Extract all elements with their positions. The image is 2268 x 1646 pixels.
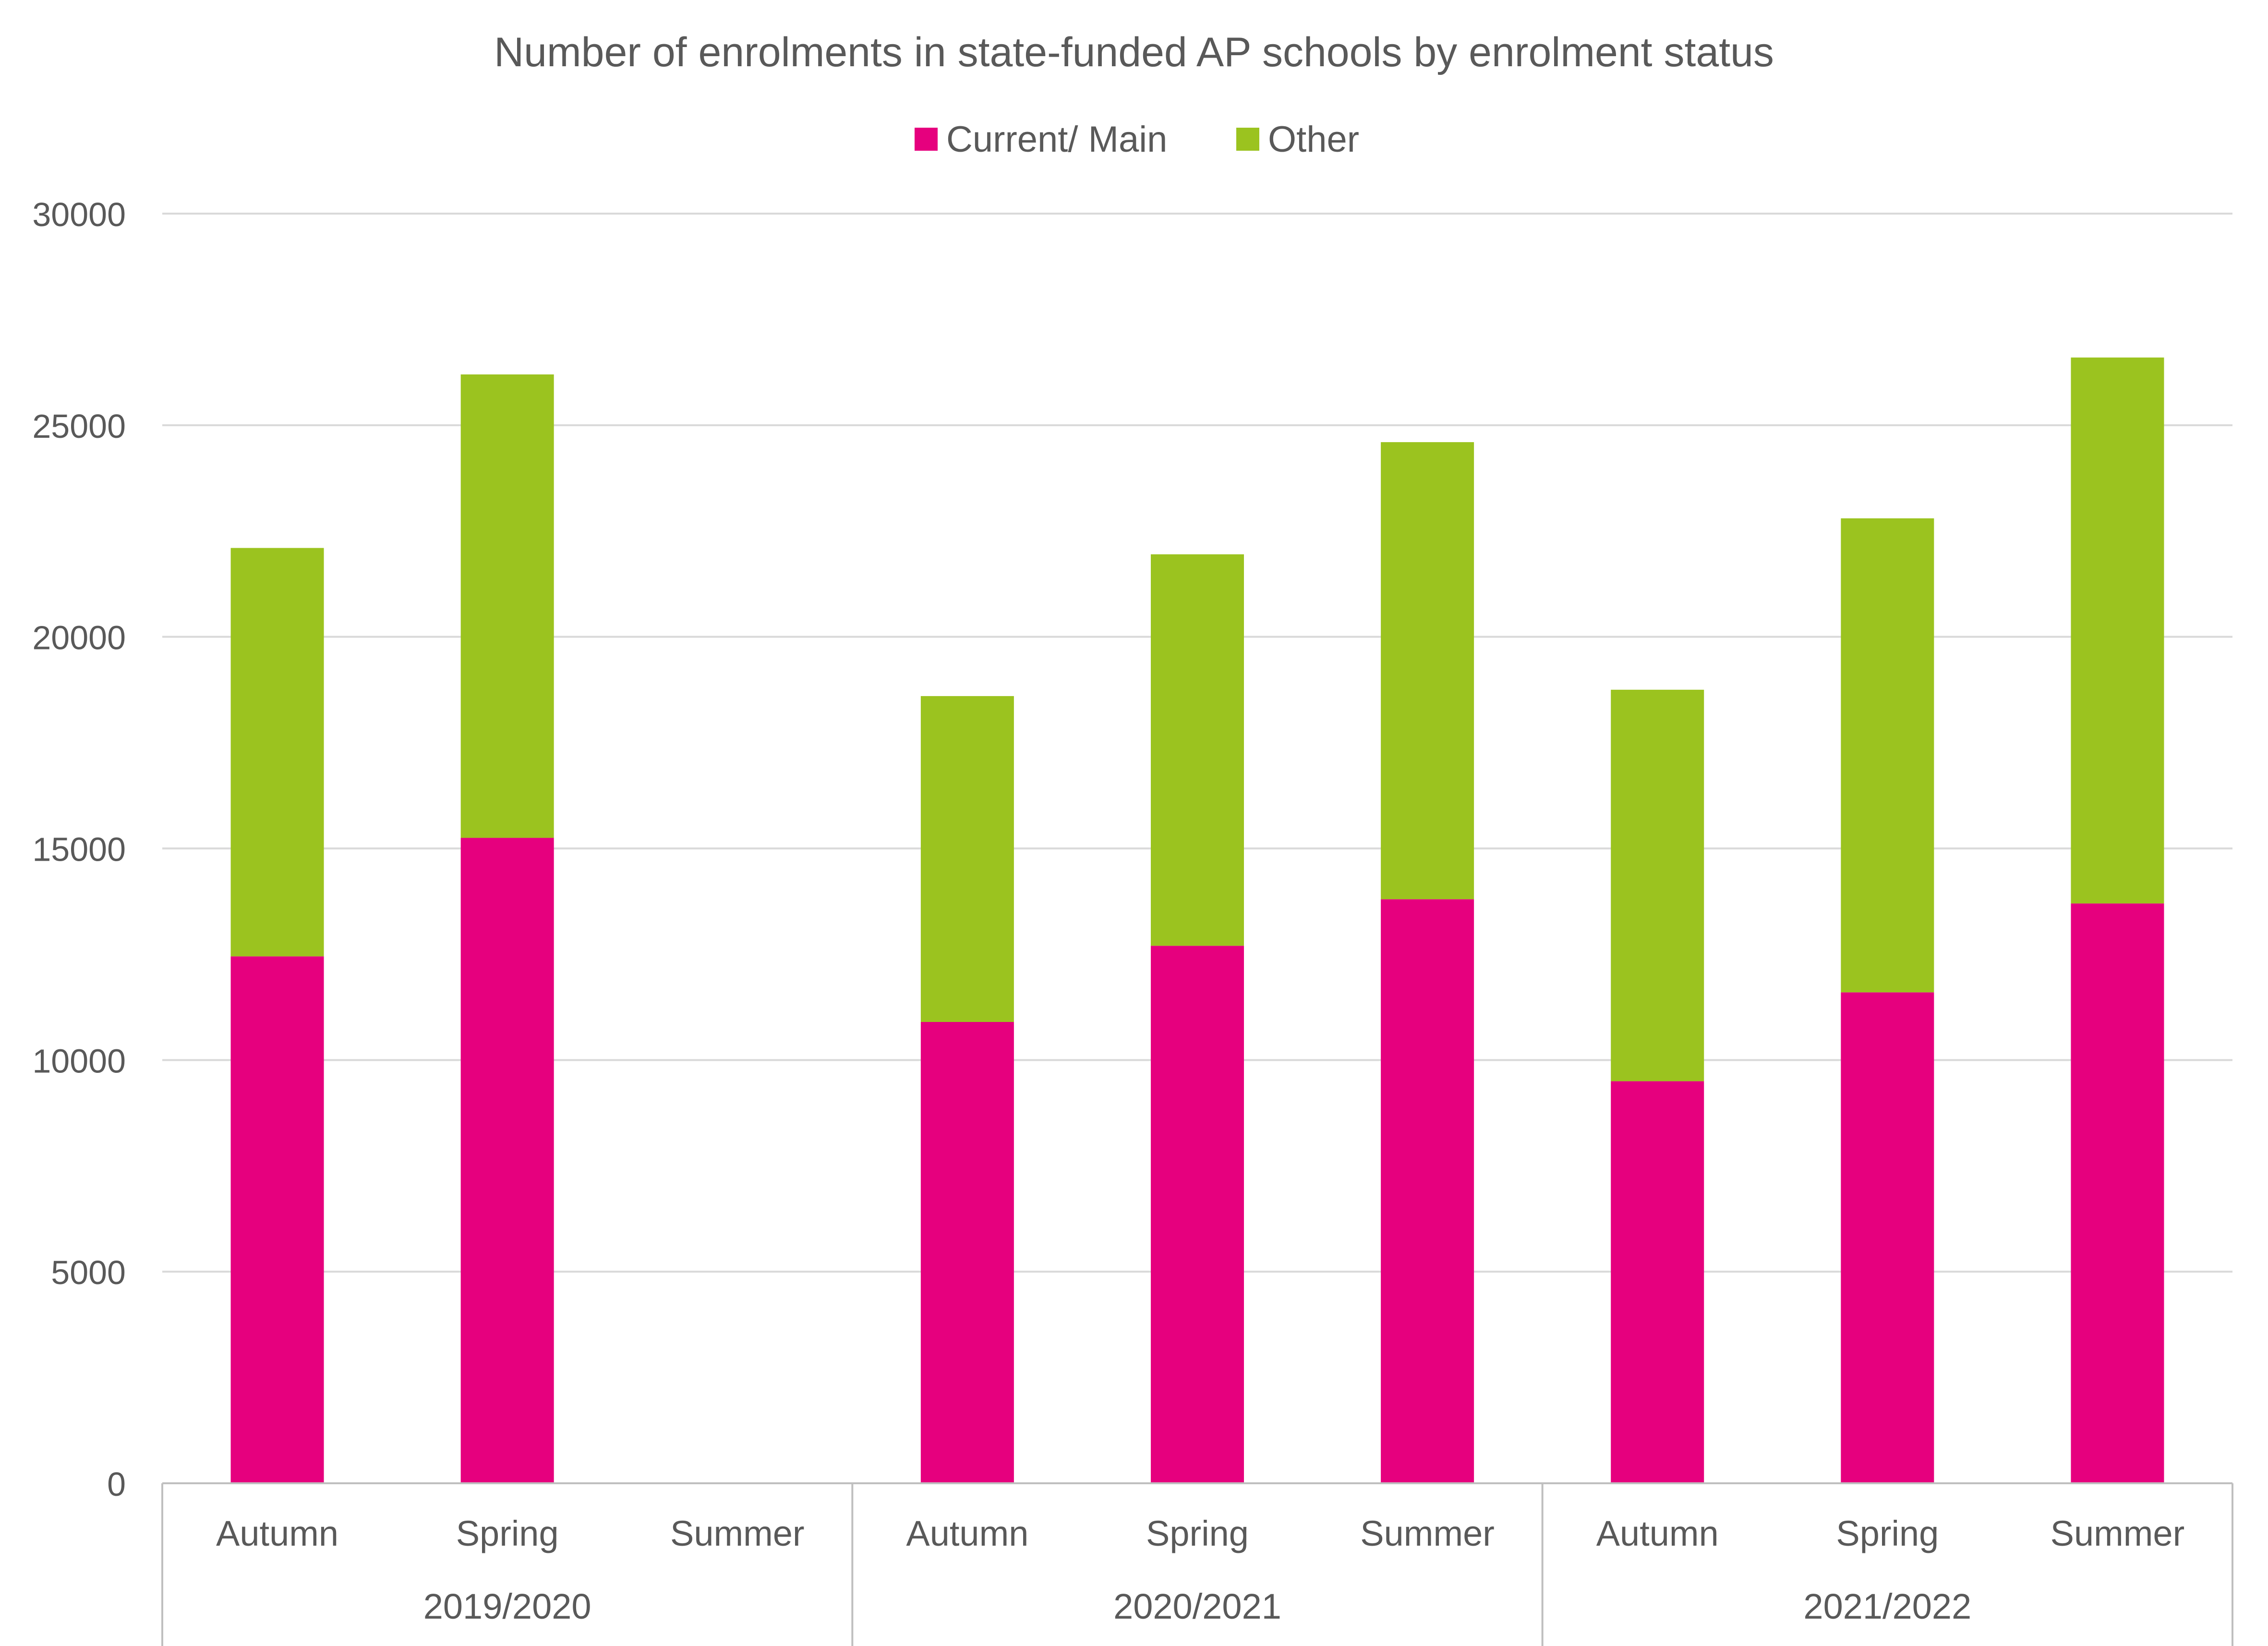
bar-other <box>2071 357 2164 904</box>
bar-current-main <box>1151 946 1244 1483</box>
legend: Current/ Main Other <box>915 119 1359 160</box>
bar-current-main <box>1381 899 1474 1483</box>
x-group-label: 2019/2020 <box>423 1586 591 1626</box>
bar-other <box>1151 554 1244 946</box>
y-tick-label: 20000 <box>32 619 126 657</box>
x-category-label: Summer <box>1360 1514 1495 1553</box>
legend-swatch-other <box>1236 128 1259 151</box>
bar-current-main <box>460 838 554 1483</box>
legend-label: Other <box>1268 119 1359 160</box>
x-category-label: Spring <box>1836 1514 1939 1553</box>
bar-current-main <box>1611 1081 1704 1483</box>
bar-other <box>920 696 1014 1022</box>
bar-other <box>230 548 324 957</box>
y-tick-label: 0 <box>107 1466 126 1503</box>
x-category-label: Spring <box>456 1514 559 1553</box>
y-tick-label: 15000 <box>32 831 126 868</box>
x-group-label: 2020/2021 <box>1113 1586 1281 1626</box>
x-category-label: Summer <box>2051 1514 2185 1553</box>
x-category-label: Summer <box>670 1514 805 1553</box>
bar-other <box>1841 518 1934 993</box>
y-tick-label: 25000 <box>32 408 126 445</box>
y-tick-label: 5000 <box>51 1254 126 1291</box>
bar-other <box>1611 689 1704 1081</box>
x-category-label: Autumn <box>906 1514 1028 1553</box>
y-tick-label: 30000 <box>32 196 126 233</box>
x-category-label: Autumn <box>1596 1514 1719 1553</box>
legend-swatch-current-main <box>915 128 938 151</box>
legend-label: Current/ Main <box>946 119 1167 160</box>
bar-current-main <box>920 1021 1014 1483</box>
x-group-label: 2021/2022 <box>1803 1586 1971 1626</box>
bar-other <box>460 374 554 838</box>
x-category-label: Spring <box>1146 1514 1249 1553</box>
chart-title: Number of enrolments in state-funded AP … <box>494 29 1774 75</box>
y-axis-ticks: 0 5000 10000 15000 20000 25000 30000 <box>32 196 126 1503</box>
x-category-label: Autumn <box>216 1514 338 1553</box>
y-tick-label: 10000 <box>32 1042 126 1080</box>
bar-current-main <box>1841 992 1934 1483</box>
bar-other <box>1381 442 1474 900</box>
bar-current-main <box>230 956 324 1483</box>
bars <box>230 357 2164 1483</box>
x-axis <box>161 1482 2233 1646</box>
bar-current-main <box>2071 903 2164 1483</box>
x-axis-labels: Autumn Spring Summer Autumn Spring Summer Autu… <box>216 1514 2184 1626</box>
